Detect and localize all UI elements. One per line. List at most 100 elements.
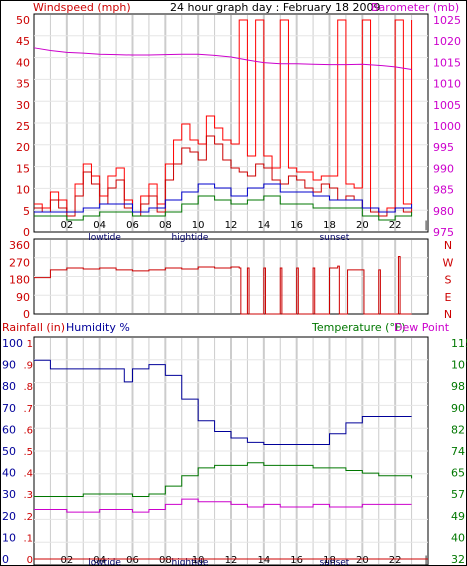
temperature-tick: 49 — [451, 510, 465, 523]
wind-left-tick: 25 — [16, 120, 30, 133]
event-label: sunset — [319, 233, 349, 243]
wind-left-tick: 10 — [16, 184, 30, 197]
hour-tick-label: 18 — [323, 220, 336, 231]
wind-left-label: Windspeed (mph) — [33, 1, 131, 14]
wind-left-tick: 30 — [16, 99, 30, 112]
temperature-tick: 65 — [451, 467, 465, 480]
barometer-tick: 995 — [433, 141, 454, 154]
hour-tick-label: 10 — [192, 220, 205, 231]
direction-compass-tick: N — [444, 239, 452, 252]
dewpoint-line — [34, 498, 412, 513]
hour-tick-label: 08 — [159, 220, 172, 231]
rain-tick: .1 — [23, 533, 33, 544]
wind-left-tick: 45 — [16, 35, 30, 48]
barometer-tick: 985 — [433, 184, 454, 197]
event-label: hightide — [172, 233, 209, 243]
hour-tick-label: 16 — [290, 220, 303, 231]
barometer-tick: 1025 — [433, 14, 461, 27]
rain-label: Rainfall (in) — [2, 321, 65, 334]
temperature-tick: 57 — [451, 488, 465, 501]
hour-tick-label: 02 — [60, 220, 73, 231]
humidity-tick: 90 — [2, 359, 16, 372]
wind-left-tick: 5 — [23, 205, 30, 218]
gust-line — [34, 19, 413, 213]
temperature-line — [34, 462, 413, 498]
humidity-tick: 70 — [2, 402, 16, 415]
rain-tick: .5 — [23, 447, 33, 458]
direction-left-tick: 270 — [9, 256, 30, 269]
humidity-tick: 20 — [2, 510, 16, 523]
barometer-tick: 975 — [433, 226, 454, 239]
hour-tick-label: 06 — [126, 555, 139, 566]
humidity-tick: 0 — [2, 553, 9, 566]
rain-tick: .9 — [23, 361, 33, 372]
hour-tick-label: 14 — [257, 555, 270, 566]
event-label: lowtide — [88, 233, 121, 243]
rain-tick: 0 — [27, 555, 33, 566]
rain-tick: 1 — [27, 339, 33, 350]
rain-tick: .6 — [23, 425, 33, 436]
temperature-tick: 82 — [451, 423, 465, 436]
wind-left-tick: 50 — [16, 14, 30, 27]
barometer-tick: 1015 — [433, 56, 461, 69]
chart-marks: 5045403530252015105010251020101510101005… — [2, 14, 467, 566]
hour-tick-label: 02 — [60, 555, 73, 566]
event-label: lowtide — [88, 558, 121, 566]
temperature-tick: 40 — [451, 531, 465, 544]
axis-end-label: | — [424, 220, 427, 231]
barometer-tick: 1000 — [433, 120, 461, 133]
chart-title: 24 hour graph day : February 18 2009 — [170, 1, 381, 14]
avg-wind-line — [34, 183, 413, 213]
hour-tick-label: 20 — [356, 220, 369, 231]
temperature-tick: 74 — [451, 445, 465, 458]
wind-left-tick: 40 — [16, 56, 30, 69]
hour-tick-label: 04 — [93, 220, 106, 231]
direction-left-tick: 180 — [9, 274, 30, 287]
direction-left-tick: 360 — [9, 239, 30, 252]
barometer-line — [33, 47, 412, 71]
hour-tick-label: 04 — [93, 555, 106, 566]
barometer-tick: 980 — [433, 205, 454, 218]
wind-left-tick: 20 — [16, 141, 30, 154]
wind-left-tick: 15 — [16, 162, 30, 175]
humidity-label: Humidity % — [66, 321, 130, 334]
rain-tick: .3 — [23, 490, 33, 501]
hour-tick-label: 12 — [225, 555, 238, 566]
temperature-label: Temperature (°F) — [311, 321, 406, 334]
direction-compass-tick: N — [444, 308, 452, 321]
hour-tick-label: 22 — [389, 220, 402, 231]
temperature-tick: 107 — [451, 359, 467, 372]
hour-tick-label: 16 — [290, 555, 303, 566]
wind-direction-line — [34, 256, 412, 315]
direction-left-tick: 0 — [23, 308, 30, 321]
humidity-tick: 30 — [2, 488, 16, 501]
rain-tick: .4 — [23, 469, 33, 480]
humidity-line — [34, 359, 412, 446]
hour-tick-label: 20 — [356, 555, 369, 566]
barometer-tick: 1010 — [433, 78, 461, 91]
hour-tick-label: 10 — [192, 555, 205, 566]
hour-tick-label: 18 — [323, 555, 336, 566]
humidity-tick: 80 — [2, 380, 16, 393]
hour-tick-label: 12 — [225, 220, 238, 231]
event-label: hightide — [172, 558, 209, 566]
barometer-tick: 1020 — [433, 35, 461, 48]
direction-compass-tick: W — [443, 256, 454, 269]
temperature-tick: 32 — [451, 553, 465, 566]
windspeed-line — [34, 135, 413, 217]
hour-tick-label: 06 — [126, 220, 139, 231]
barometer-tick: 1005 — [433, 99, 461, 112]
wind-right-label: Barometer (mb) — [371, 1, 459, 14]
humidity-tick: 100 — [2, 337, 23, 350]
hour-tick-label: 08 — [159, 555, 172, 566]
humidity-tick: 50 — [2, 445, 16, 458]
direction-compass-tick: S — [445, 274, 452, 287]
axis-end-label: | — [424, 555, 427, 566]
wind-left-tick: 35 — [16, 78, 30, 91]
direction-compass-tick: E — [445, 291, 452, 304]
temperature-tick: 115 — [451, 337, 467, 350]
humidity-tick: 10 — [2, 531, 16, 544]
dewpoint-label: Dew Point — [394, 321, 450, 334]
